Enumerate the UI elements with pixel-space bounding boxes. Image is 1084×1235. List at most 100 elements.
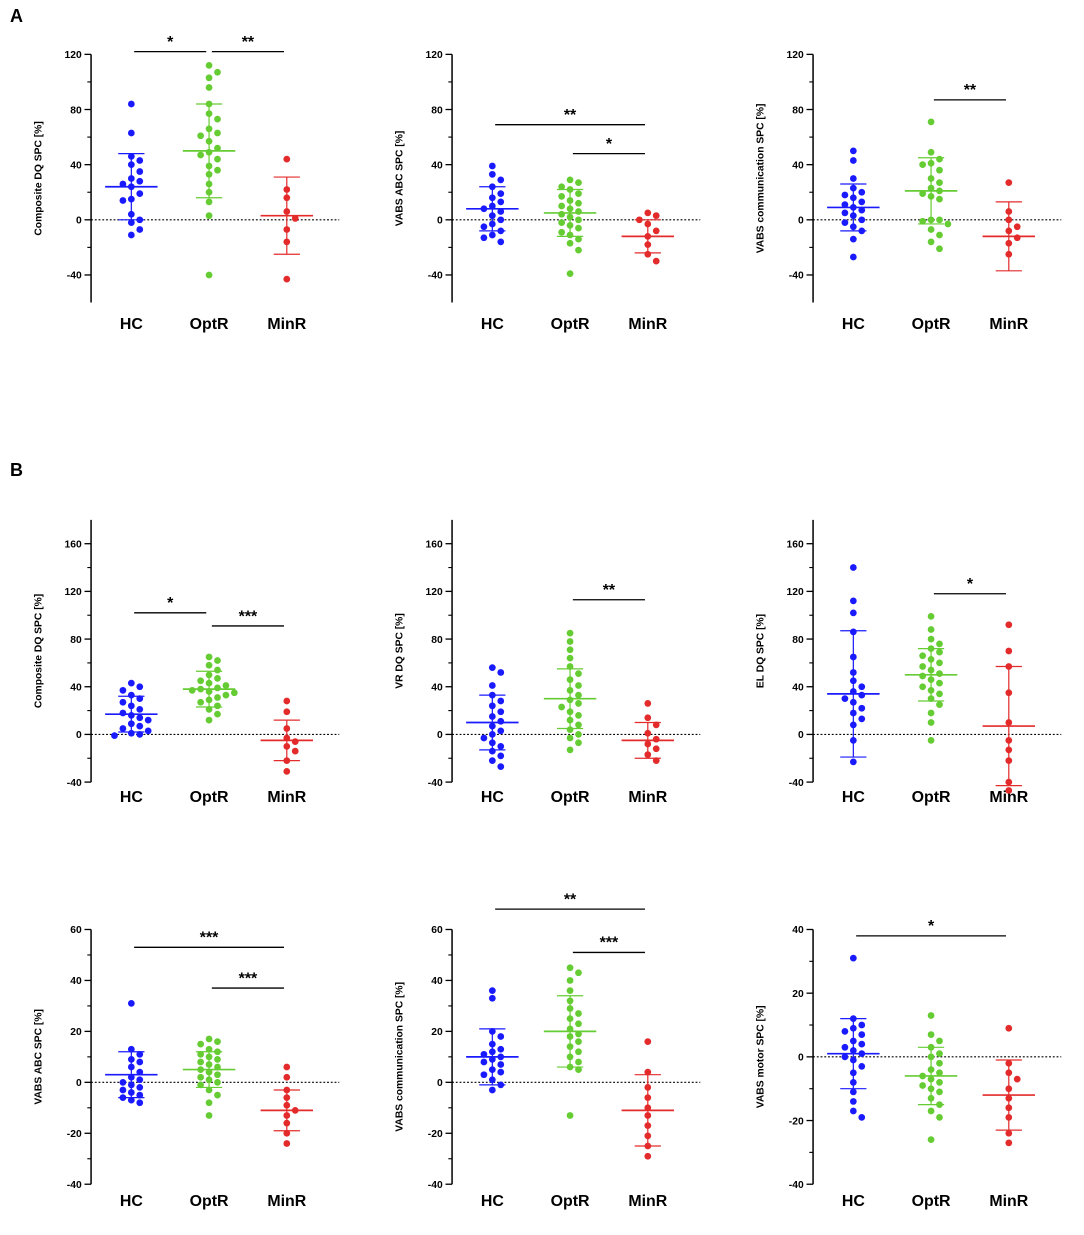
y-tick-label: -40 bbox=[789, 271, 804, 282]
chart-6: -40 0 40 80 120 160 EL DQ SPC [%] HC OptR MinR * bbox=[755, 519, 1062, 806]
data-point bbox=[919, 1082, 927, 1089]
data-point bbox=[136, 1091, 144, 1099]
data-point bbox=[197, 698, 205, 706]
data-point bbox=[283, 1129, 291, 1137]
data-point bbox=[841, 191, 849, 199]
data-point bbox=[849, 1088, 857, 1096]
data-point bbox=[1005, 1139, 1013, 1147]
data-point bbox=[283, 155, 291, 163]
data-point bbox=[644, 209, 652, 217]
data-point bbox=[214, 666, 221, 674]
data-point bbox=[497, 763, 505, 770]
category-label-optr: OptR bbox=[551, 316, 590, 333]
data-point bbox=[936, 670, 943, 678]
data-point bbox=[136, 226, 144, 233]
data-point bbox=[197, 1050, 205, 1058]
data-point bbox=[214, 115, 221, 123]
data-point bbox=[849, 1107, 857, 1115]
data-point bbox=[858, 1040, 866, 1048]
data-point bbox=[197, 1081, 205, 1089]
data-point bbox=[136, 1099, 144, 1107]
y-tick-label: -40 bbox=[789, 1180, 804, 1191]
y-tick-label: 60 bbox=[70, 925, 82, 936]
significance-label: ** bbox=[603, 582, 616, 599]
series-minr bbox=[621, 700, 675, 765]
data-point bbox=[197, 151, 205, 159]
data-point bbox=[936, 1059, 943, 1067]
y-tick-label: -40 bbox=[428, 1180, 443, 1191]
data-point bbox=[841, 695, 849, 703]
data-point bbox=[558, 210, 566, 218]
data-point bbox=[205, 1045, 213, 1053]
data-point bbox=[936, 1050, 943, 1058]
data-point bbox=[214, 694, 221, 701]
y-tick-label: 40 bbox=[431, 160, 443, 171]
category-label-optr: OptR bbox=[912, 789, 951, 806]
data-point bbox=[936, 155, 943, 163]
y-tick-label: 40 bbox=[70, 682, 82, 693]
data-point bbox=[841, 1043, 849, 1051]
data-point bbox=[575, 721, 582, 729]
category-label-minr: MinR bbox=[628, 789, 667, 806]
data-point bbox=[566, 176, 574, 184]
data-point bbox=[497, 238, 505, 246]
y-tick-label: 80 bbox=[792, 635, 804, 646]
y-axis-title: VR DQ SPC [%] bbox=[394, 613, 405, 689]
data-point bbox=[283, 1063, 291, 1071]
data-point bbox=[558, 183, 566, 191]
data-point bbox=[497, 208, 505, 215]
series-optr bbox=[543, 176, 597, 277]
series-hc bbox=[827, 954, 880, 1121]
data-point bbox=[497, 176, 505, 184]
data-point bbox=[136, 168, 144, 175]
data-point bbox=[566, 638, 574, 645]
data-point bbox=[566, 270, 574, 277]
y-tick-label: 120 bbox=[787, 50, 804, 61]
chart-7: -40 -20 0 20 40 60 VABS ABC SPC [%] HC OptR MinR *… bbox=[33, 925, 340, 1210]
category-label-minr: MinR bbox=[989, 316, 1028, 333]
data-point bbox=[488, 757, 496, 765]
data-point bbox=[566, 646, 574, 654]
data-point bbox=[575, 235, 582, 243]
data-point bbox=[136, 1050, 144, 1058]
y-tick-label: 80 bbox=[431, 105, 443, 116]
data-point bbox=[566, 629, 574, 637]
data-point bbox=[214, 710, 221, 718]
y-tick-label: 40 bbox=[70, 976, 82, 987]
panel-label-a: A bbox=[10, 6, 23, 26]
y-tick-label: 20 bbox=[431, 1027, 443, 1038]
data-point bbox=[936, 701, 943, 708]
data-point bbox=[480, 1071, 488, 1079]
data-point bbox=[919, 217, 927, 225]
data-point bbox=[205, 1112, 213, 1119]
data-point bbox=[841, 209, 849, 217]
data-point bbox=[119, 709, 127, 717]
data-point bbox=[575, 224, 582, 232]
y-tick-label: -40 bbox=[67, 1180, 82, 1191]
panel-label-b: B bbox=[10, 460, 23, 480]
data-point bbox=[214, 129, 221, 137]
data-point bbox=[575, 208, 582, 215]
series-minr bbox=[982, 621, 1036, 794]
data-point bbox=[575, 691, 582, 699]
data-point bbox=[652, 721, 660, 729]
data-point bbox=[144, 716, 152, 724]
data-point bbox=[575, 711, 582, 719]
data-point bbox=[497, 742, 505, 750]
y-tick-label: 40 bbox=[431, 682, 443, 693]
data-point bbox=[214, 1038, 221, 1045]
data-point bbox=[936, 679, 943, 687]
data-point bbox=[119, 197, 127, 204]
data-point bbox=[488, 162, 496, 170]
y-axis-title: EL DQ SPC [%] bbox=[755, 614, 766, 688]
chart-1: -40 0 40 80 120 Composite DQ SPC [%] HC OptR Min… bbox=[33, 34, 340, 333]
y-tick-label: 80 bbox=[792, 105, 804, 116]
data-point bbox=[1005, 179, 1013, 186]
category-label-optr: OptR bbox=[551, 789, 590, 806]
data-point bbox=[858, 691, 866, 699]
y-tick-label: 0 bbox=[798, 216, 804, 227]
data-point bbox=[566, 239, 574, 247]
significance-label: *** bbox=[239, 608, 258, 625]
data-point bbox=[119, 1086, 127, 1094]
data-point bbox=[927, 719, 935, 726]
